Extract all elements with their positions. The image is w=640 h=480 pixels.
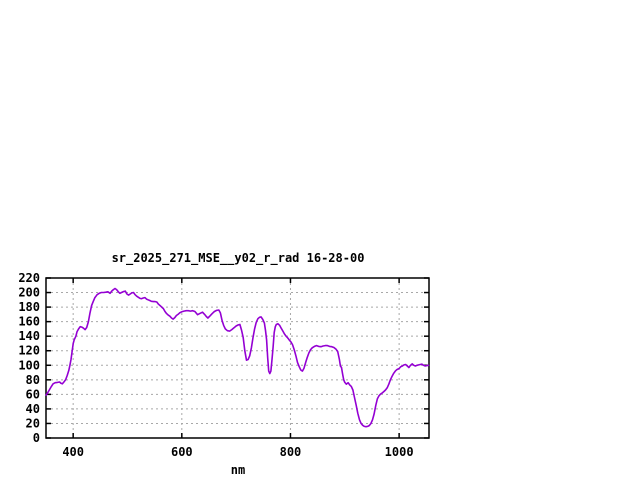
y-tick-label: 100: [18, 358, 40, 372]
x-tick-label: 800: [280, 445, 302, 459]
x-tick-label: 1000: [385, 445, 414, 459]
chart-axes: [45, 277, 430, 439]
chart-gridlines: [46, 278, 429, 438]
spectrum-curve: [45, 287, 430, 428]
chart-data-line: [45, 287, 430, 428]
y-tick-label: 60: [26, 387, 40, 401]
chart-title: sr_2025_271_MSE__y02_r_rad 16-28-00: [112, 251, 365, 266]
y-tick-label: 220: [18, 271, 40, 285]
y-tick-label: 140: [18, 329, 40, 343]
y-tick-label: 120: [18, 344, 40, 358]
x-axis-label: nm: [231, 463, 245, 477]
y-tick-label: 200: [18, 286, 40, 300]
x-tick-label: 600: [171, 445, 193, 459]
y-tick-label: 40: [26, 402, 40, 416]
y-tick-label: 20: [26, 416, 40, 430]
y-tick-label: 180: [18, 300, 40, 314]
y-tick-label: 0: [33, 431, 40, 445]
chart-tick-labels: 400 600 800 1000 020406080100120140160180200…: [18, 271, 413, 459]
plot-border: [45, 277, 430, 439]
y-tick-label: 80: [26, 373, 40, 387]
y-tick-label: 160: [18, 315, 40, 329]
x-tick-label: 400: [62, 445, 84, 459]
